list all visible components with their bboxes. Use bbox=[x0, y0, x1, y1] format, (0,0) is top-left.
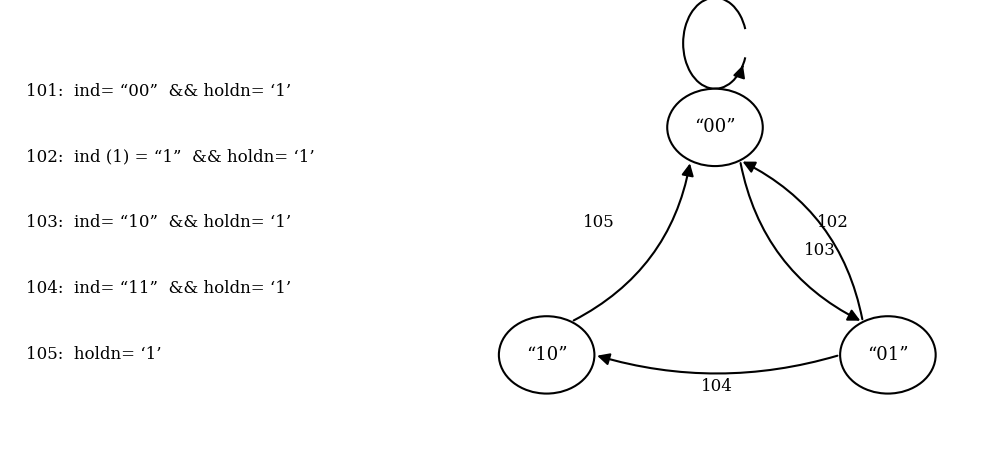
Text: 102:  ind (1) = “1”  && holdn= ‘1’: 102: ind (1) = “1” && holdn= ‘1’ bbox=[26, 148, 315, 166]
Text: 101:  ind= “00”  && holdn= ‘1’: 101: ind= “00” && holdn= ‘1’ bbox=[26, 82, 292, 100]
Text: 104:  ind= “11”  && holdn= ‘1’: 104: ind= “11” && holdn= ‘1’ bbox=[26, 280, 292, 298]
Ellipse shape bbox=[499, 316, 594, 394]
Text: “01”: “01” bbox=[867, 346, 909, 364]
FancyArrowPatch shape bbox=[741, 163, 858, 320]
Text: 105: 105 bbox=[583, 214, 615, 232]
Text: 103: 103 bbox=[804, 242, 836, 259]
FancyArrowPatch shape bbox=[574, 166, 693, 320]
FancyArrowPatch shape bbox=[745, 162, 862, 319]
Text: 103:  ind= “10”  && holdn= ‘1’: 103: ind= “10” && holdn= ‘1’ bbox=[26, 214, 292, 232]
Ellipse shape bbox=[840, 316, 936, 394]
Text: “00”: “00” bbox=[694, 118, 736, 136]
Text: 104: 104 bbox=[701, 378, 733, 395]
Text: “10”: “10” bbox=[526, 346, 567, 364]
Ellipse shape bbox=[667, 89, 763, 166]
Text: 105:  holdn= ‘1’: 105: holdn= ‘1’ bbox=[26, 346, 162, 364]
Text: 102: 102 bbox=[817, 214, 849, 232]
FancyArrowPatch shape bbox=[599, 354, 837, 374]
